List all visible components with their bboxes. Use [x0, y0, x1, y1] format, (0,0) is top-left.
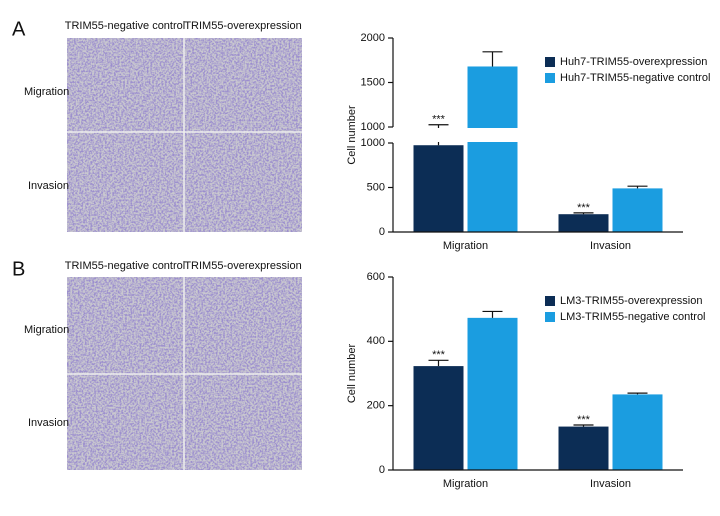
- row-label: Invasion: [28, 417, 69, 429]
- panel-label: A: [12, 18, 26, 40]
- y-tick-label: 400: [367, 335, 385, 347]
- error-bar: [428, 359, 449, 367]
- legend-swatch: [545, 57, 555, 67]
- panel-label: B: [12, 258, 25, 280]
- column-label: TRIM55-negative control: [65, 20, 185, 32]
- y-tick-label: 500: [367, 181, 385, 193]
- bar: [558, 214, 609, 232]
- axis-break: [392, 128, 684, 142]
- row-label: Migration: [24, 86, 69, 98]
- y-tick-label: 200: [367, 400, 385, 412]
- error-bar: [573, 424, 594, 427]
- significance-label: ***: [577, 414, 591, 426]
- legend-swatch: [545, 73, 555, 83]
- legend-label: LM3-TRIM55-overexpression: [560, 295, 702, 307]
- column-label: TRIM55-overexpression: [184, 20, 301, 32]
- x-tick-label: Invasion: [590, 478, 631, 490]
- error-bar: [573, 212, 594, 215]
- panel-a-images: [67, 38, 302, 232]
- error-bar: [482, 310, 503, 318]
- y-tick-label: 2000: [361, 32, 385, 44]
- row-label: Invasion: [28, 180, 69, 192]
- error-bar: [627, 185, 648, 189]
- y-tick-label: 1500: [361, 76, 385, 88]
- bar: [467, 317, 518, 470]
- bar: [612, 394, 663, 470]
- bar: [413, 366, 464, 470]
- y-axis-label: Cell number: [346, 344, 358, 404]
- panel-b-images: [67, 277, 302, 470]
- legend-label: Huh7-TRIM55-negative control: [560, 72, 710, 84]
- significance-label: ***: [432, 349, 446, 361]
- legend-label: Huh7-TRIM55-overexpression: [560, 56, 707, 68]
- column-label: TRIM55-overexpression: [184, 260, 301, 272]
- y-tick-label: 0: [379, 226, 385, 238]
- y-tick-label: 1000: [361, 121, 385, 133]
- legend-swatch: [545, 296, 555, 306]
- bar: [558, 426, 609, 470]
- bar: [413, 145, 464, 232]
- x-tick-label: Migration: [443, 478, 488, 490]
- x-tick-label: Migration: [443, 240, 488, 252]
- bar: [467, 66, 518, 232]
- error-bar: [627, 392, 648, 395]
- y-tick-label: 0: [379, 464, 385, 476]
- x-tick-label: Invasion: [590, 240, 631, 252]
- row-label: Migration: [24, 324, 69, 336]
- significance-label: ***: [432, 114, 446, 126]
- bar: [612, 188, 663, 232]
- legend-label: LM3-TRIM55-negative control: [560, 311, 706, 323]
- column-label: TRIM55-negative control: [65, 260, 185, 272]
- y-axis-label: Cell number: [346, 105, 358, 165]
- legend-swatch: [545, 312, 555, 322]
- y-tick-label: 600: [367, 271, 385, 283]
- error-bar: [482, 51, 503, 67]
- significance-label: ***: [577, 202, 591, 214]
- y-tick-label: 1000: [361, 137, 385, 149]
